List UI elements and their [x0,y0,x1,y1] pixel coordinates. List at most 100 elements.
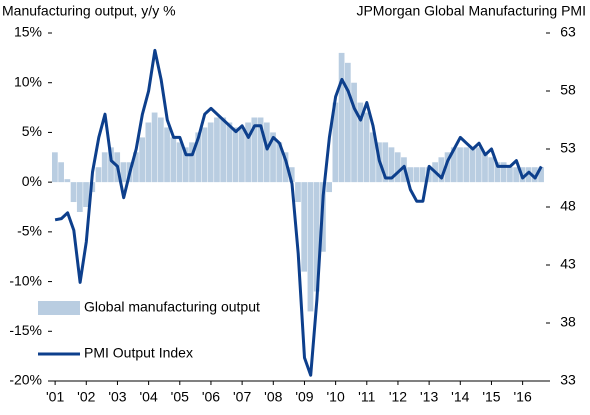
y2-tick-label: 33 [560,372,576,388]
x-tick-label: '11 [358,389,375,405]
bar [83,182,89,207]
y-tick-label: -10% [9,272,42,288]
bar [282,152,289,183]
y2-tick-label: 38 [560,314,576,330]
bar [214,117,220,183]
x-tick-label: '05 [171,389,189,405]
x-tick-label: '07 [233,389,251,405]
bar [382,142,389,183]
bar [145,122,152,183]
bar [108,147,114,183]
bar [64,179,71,183]
bar [394,152,401,183]
bar [76,182,83,212]
y-tick-label: 10% [14,73,42,89]
legend-label: PMI Output Index [84,345,193,361]
legend-swatch [38,301,80,315]
y2-tick-label: 63 [560,24,576,40]
bar [176,142,183,183]
x-tick-label: '04 [139,389,157,405]
bar [120,162,127,183]
bar [475,147,482,183]
bar [463,147,470,183]
bar [438,157,445,183]
bar [388,147,395,183]
bar [139,137,146,183]
y-tick-label: -15% [9,322,42,338]
bar [363,112,370,183]
bar [507,167,513,183]
bar [133,152,139,183]
bar [351,82,357,183]
bar [251,117,258,183]
bar [469,147,476,183]
x-tick-label: '01 [46,389,64,405]
x-tick-label: '12 [389,389,407,405]
bar [226,122,233,183]
y-tick-label: 0% [22,173,42,189]
bar [450,147,457,183]
bar [170,137,177,183]
bar [270,132,276,183]
bar [307,182,314,312]
bar [413,167,420,183]
pmi-line [54,48,543,377]
y2-tick-label: 43 [560,256,576,272]
bar [419,167,426,183]
bar [313,182,320,292]
bar [494,162,501,183]
bar [245,122,251,183]
chart-title: Manufacturing output, y/y % [2,3,176,19]
legend-label: Global manufacturing output [84,299,260,315]
bar [482,152,488,183]
bar [58,162,64,183]
bar [52,152,58,183]
x-tick-label: '08 [264,389,282,405]
y2-tick-label: 58 [560,82,576,98]
bar [195,132,202,183]
bar [457,147,463,183]
bar [182,147,189,183]
bar [101,152,108,183]
bar [207,122,214,183]
bar [344,62,351,183]
x-tick-label: '03 [108,389,126,405]
right-axis-title: JPMorgan Global Manufacturing PMI [356,3,586,19]
bar [407,167,414,183]
bar [201,127,208,183]
y-tick-label: 15% [14,24,42,40]
x-tick-label: '06 [202,389,220,405]
bar [357,102,364,183]
bar [157,117,164,183]
bar [70,182,77,203]
y2-tick-label: 53 [560,140,576,156]
y2-tick-label: 48 [560,198,576,214]
bar [369,132,376,183]
bar [263,122,270,183]
bar [488,157,495,183]
x-tick-label: '09 [295,389,313,405]
bar [525,167,532,183]
bar [513,167,520,183]
bar [326,182,333,193]
bar [444,152,451,183]
bar [288,167,295,183]
x-tick-label: '16 [513,389,531,405]
bar [232,127,239,183]
bar [189,142,195,183]
bar [295,182,301,203]
x-tick-label: '13 [420,389,438,405]
x-tick-label: '02 [77,389,95,405]
x-tick-label: '15 [482,389,500,405]
y-tick-label: -5% [17,223,42,239]
bar [338,52,345,183]
bar [301,182,308,272]
x-tick-label: '14 [451,389,469,405]
bar [95,167,102,183]
bar [500,162,507,183]
y-tick-label: -20% [9,372,42,388]
y-tick-label: 5% [22,123,42,139]
bar [239,127,245,183]
bar [538,167,544,183]
